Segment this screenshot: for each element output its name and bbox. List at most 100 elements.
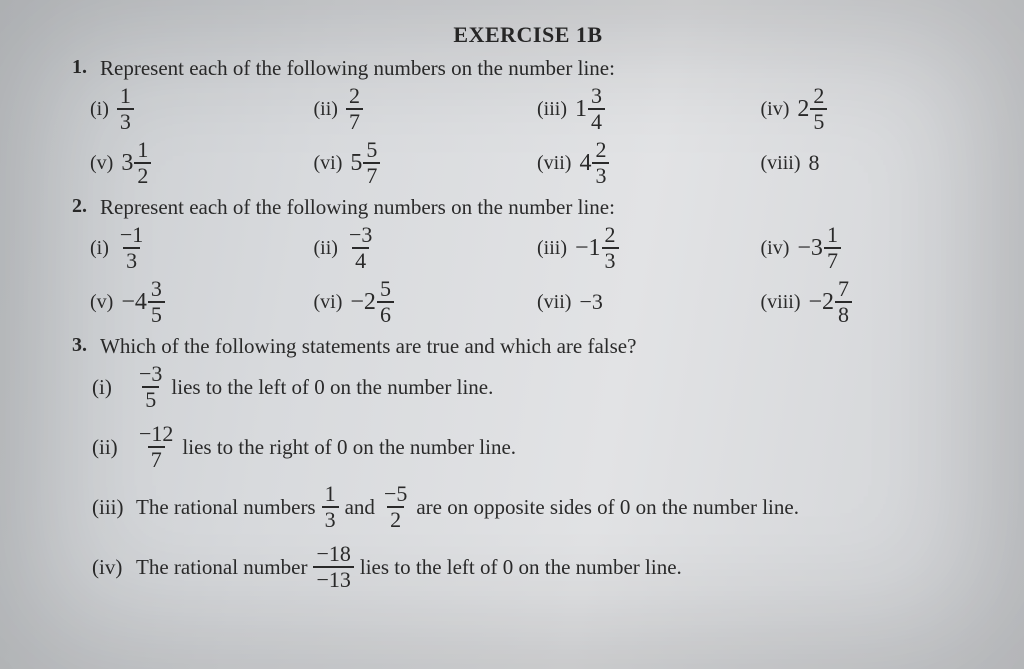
fraction: 5 6: [377, 278, 394, 326]
statement-body: −12 7 lies to the right of 0 on the numb…: [136, 423, 516, 471]
item-label: (ii): [314, 98, 338, 121]
item-label: (iv): [92, 555, 136, 580]
item-label: (ii): [92, 435, 136, 460]
question-text: Which of the following statements are tr…: [100, 332, 636, 359]
q1-item-v: (v) 3 1 2: [90, 139, 314, 187]
fraction: 2 5: [810, 85, 827, 133]
exercise-title: EXERCISE 1B: [72, 22, 984, 48]
q1-item-vi: (vi) 5 5 7: [314, 139, 538, 187]
numerator: 1: [117, 85, 134, 108]
numerator: −12: [136, 423, 176, 446]
numerator: 1: [824, 224, 841, 247]
fraction: 5 7: [363, 139, 380, 187]
question-3: 3. Which of the following statements are…: [72, 332, 984, 359]
denominator: 7: [363, 162, 380, 187]
denominator: 3: [322, 506, 339, 531]
numerator: 7: [835, 278, 852, 301]
q1-item-iii: (iii) 1 3 4: [537, 85, 761, 133]
fraction: −3 4: [346, 224, 375, 272]
whole-part: −2: [350, 289, 376, 316]
item-label: (viii): [761, 152, 801, 175]
denominator: 2: [387, 506, 404, 531]
numerator: −1: [117, 224, 146, 247]
denominator: 3: [602, 247, 619, 272]
numerator: −3: [136, 363, 165, 386]
fraction: 1 3: [117, 85, 134, 133]
q2-item-vii: (vii) −3: [537, 289, 761, 315]
numerator: 2: [810, 85, 827, 108]
item-label: (iii): [537, 98, 567, 121]
q2-row-2: (v) −4 3 5 (vi) −2 5 6 (vii) −3 (viii) −…: [90, 278, 984, 326]
item-label: (iv): [761, 98, 790, 121]
plain-number: −3: [579, 289, 602, 315]
q3-statement-iii: (iii) The rational numbers 1 3 and −5 2 …: [92, 483, 984, 531]
statement-text: lies to the right of 0 on the number lin…: [182, 435, 516, 460]
statement-body: −3 5 lies to the left of 0 on the number…: [136, 363, 493, 411]
q2-item-v: (v) −4 3 5: [90, 278, 314, 326]
q2-item-vi: (vi) −2 5 6: [314, 278, 538, 326]
fraction: −1 3: [117, 224, 146, 272]
denominator: 3: [117, 108, 134, 133]
question-text: Represent each of the following numbers …: [100, 54, 615, 81]
item-label: (vi): [314, 152, 343, 175]
denominator: 7: [148, 446, 165, 471]
item-label: (vii): [537, 291, 571, 314]
whole-part: −4: [121, 289, 147, 316]
question-number: 1.: [72, 54, 100, 79]
fraction: 2 7: [346, 85, 363, 133]
whole-part: −1: [575, 235, 601, 262]
denominator: 5: [142, 386, 159, 411]
denominator: 4: [352, 247, 369, 272]
q3-statement-i: (i) −3 5 lies to the left of 0 on the nu…: [92, 363, 984, 411]
whole-part: 2: [797, 96, 809, 123]
numerator: −3: [346, 224, 375, 247]
denominator: 5: [810, 108, 827, 133]
whole-part: 5: [350, 150, 362, 177]
q1-item-iv: (iv) 2 2 5: [761, 85, 985, 133]
denominator: 8: [835, 301, 852, 326]
item-label: (i): [90, 98, 109, 121]
item-label: (vii): [537, 152, 571, 175]
numerator: 3: [148, 278, 165, 301]
q1-row-2: (v) 3 1 2 (vi) 5 5 7 (vii) 4 2 3 (viii): [90, 139, 984, 187]
fraction: 2 3: [592, 139, 609, 187]
fraction: −12 7: [136, 423, 176, 471]
denominator: 7: [346, 108, 363, 133]
q2-item-iv: (iv) −3 1 7: [761, 224, 985, 272]
whole-part: −3: [797, 235, 823, 262]
item-label: (ii): [314, 237, 338, 260]
item-label: (vi): [314, 291, 343, 314]
numerator: 3: [588, 85, 605, 108]
question-2: 2. Represent each of the following numbe…: [72, 193, 984, 220]
denominator: 4: [588, 108, 605, 133]
numerator: −18: [313, 543, 353, 566]
statement-text: lies to the left of 0 on the number line…: [360, 555, 682, 580]
question-number: 3.: [72, 332, 100, 357]
fraction: 1 3: [322, 483, 339, 531]
statement-text: The rational number: [136, 555, 307, 580]
fraction: 1 2: [134, 139, 151, 187]
q2-item-i: (i) −1 3: [90, 224, 314, 272]
q1-item-ii: (ii) 2 7: [314, 85, 538, 133]
q1-item-i: (i) 1 3: [90, 85, 314, 133]
denominator: 3: [123, 247, 140, 272]
q2-item-ii: (ii) −3 4: [314, 224, 538, 272]
statement-text: The rational numbers: [136, 495, 316, 520]
page: EXERCISE 1B 1. Represent each of the fol…: [0, 0, 1024, 623]
statement-body: The rational numbers 1 3 and −5 2 are on…: [136, 483, 799, 531]
item-label: (i): [90, 237, 109, 260]
item-label: (iv): [761, 237, 790, 260]
plain-number: 8: [809, 150, 820, 176]
fraction: −5 2: [381, 483, 410, 531]
numerator: 2: [346, 85, 363, 108]
item-label: (v): [90, 152, 113, 175]
q2-item-iii: (iii) −1 2 3: [537, 224, 761, 272]
fraction: 7 8: [835, 278, 852, 326]
fraction: 3 4: [588, 85, 605, 133]
numerator: 5: [377, 278, 394, 301]
numerator: 5: [363, 139, 380, 162]
statement-text: are on opposite sides of 0 on the number…: [416, 495, 799, 520]
item-label: (iii): [537, 237, 567, 260]
statement-text: lies to the left of 0 on the number line…: [171, 375, 493, 400]
numerator: 1: [134, 139, 151, 162]
